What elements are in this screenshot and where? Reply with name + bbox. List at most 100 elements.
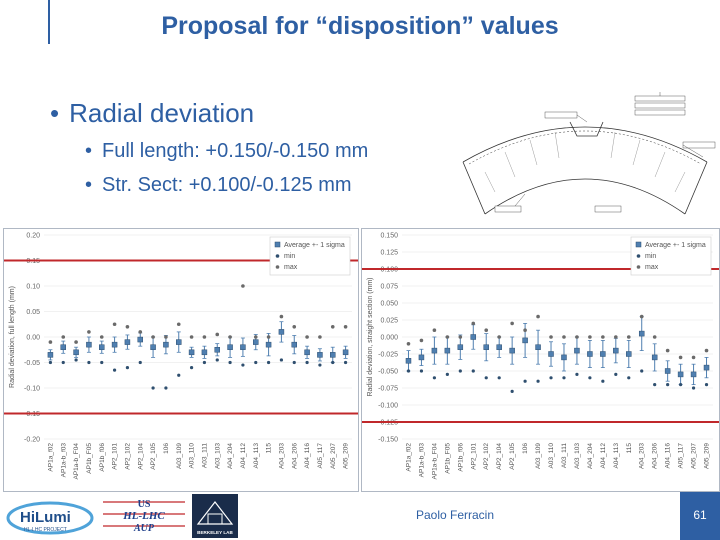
us-logo-line3: AUP — [133, 523, 155, 534]
average-marker — [47, 352, 54, 358]
average-marker — [651, 354, 658, 361]
title-accent-line — [48, 0, 50, 44]
x-tick-label: AP1a-b_F04 — [431, 443, 438, 480]
us-logo-line1: US — [138, 499, 151, 510]
slide-title: Proposal for “disposition” values — [161, 12, 559, 40]
average-marker — [124, 339, 131, 345]
max-marker — [458, 335, 463, 339]
x-tick-label: AP2_104 — [496, 443, 503, 470]
x-tick-label: A05_117 — [678, 443, 685, 469]
min-marker — [138, 360, 142, 365]
average-marker — [496, 344, 502, 350]
legend-average-symbol — [635, 241, 642, 248]
min-marker — [343, 360, 348, 365]
average-marker — [111, 341, 118, 348]
x-tick-label: AP1a-b_f03 — [60, 443, 67, 478]
min-marker — [228, 360, 232, 365]
x-tick-label: AP1b_f06 — [457, 443, 464, 472]
x-tick-label: AP1b_F05 — [86, 443, 93, 474]
average-marker — [265, 341, 272, 348]
average-marker — [613, 347, 619, 354]
legend-max-symbol — [275, 265, 280, 269]
x-tick-label: A04_112 — [600, 443, 607, 469]
y-tick-label: 0.150 — [380, 233, 398, 240]
max-marker — [61, 335, 66, 339]
legend-entry: max — [284, 264, 298, 271]
max-marker — [678, 355, 683, 360]
max-marker — [112, 322, 117, 327]
min-marker — [536, 379, 540, 383]
min-marker — [279, 358, 284, 362]
min-marker — [254, 360, 258, 365]
min-marker — [640, 369, 644, 373]
average-marker — [278, 329, 285, 335]
min-marker — [61, 360, 65, 365]
max-marker — [215, 332, 220, 337]
bullet-main-text: Radial deviation — [69, 98, 255, 128]
y-tick-label: -0.075 — [378, 386, 398, 393]
x-tick-label: A04_204 — [227, 443, 234, 469]
average-marker — [163, 341, 169, 348]
bullet-dot-icon: • — [50, 98, 60, 128]
max-marker — [419, 338, 424, 343]
chart-straight-section: 0.1500.1250.1000.0750.0500.0250.000-0.02… — [361, 228, 720, 492]
average-marker — [150, 344, 156, 350]
average-marker — [60, 344, 66, 350]
hilumi-logo-subtext: HL-LHC PROJECT — [24, 527, 67, 533]
average-marker — [253, 339, 259, 345]
legend-entry: min — [284, 253, 295, 260]
average-marker — [600, 351, 606, 357]
x-tick-label: AP1b_f06 — [99, 443, 106, 472]
y-tick-label: 0.050 — [380, 301, 398, 308]
hilumi-logo: HiLumi HL-LHC PROJECT — [6, 501, 94, 535]
average-marker — [291, 341, 297, 348]
x-tick-label: A04_116 — [665, 443, 672, 469]
x-tick-label: 115 — [626, 443, 633, 454]
y-tick-label: -0.150 — [378, 437, 398, 444]
average-marker — [535, 344, 541, 350]
average-marker — [405, 358, 412, 364]
min-marker — [666, 383, 670, 387]
max-marker — [343, 325, 348, 329]
min-marker — [691, 386, 696, 390]
berkeley-lab-logo: BERKELEY LAB — [192, 494, 238, 538]
y-tick-label: -0.025 — [378, 352, 398, 359]
chart-full-length: 0.200.150.100.050.00-0.05-0.10-0.15-0.20… — [3, 228, 359, 492]
x-tick-label: 106 — [163, 443, 170, 454]
legend-max-symbol — [636, 265, 641, 269]
min-marker — [331, 360, 335, 365]
average-marker — [227, 344, 233, 350]
max-marker — [406, 342, 411, 346]
legend-box — [269, 236, 351, 276]
y-tick-label: 0.000 — [380, 335, 398, 342]
berkeley-lab-logo-text: BERKELEY LAB — [197, 530, 233, 535]
max-marker — [549, 335, 553, 339]
min-marker — [471, 369, 475, 373]
min-marker — [484, 376, 488, 380]
average-marker — [304, 349, 310, 356]
y-tick-label: 0.05 — [26, 309, 40, 316]
x-tick-label: A05_207 — [691, 443, 698, 469]
x-tick-label: A05_207 — [330, 443, 337, 469]
footer-author: Paolo Ferracin — [415, 508, 495, 522]
min-marker — [679, 383, 683, 387]
average-marker — [137, 336, 143, 343]
average-marker — [548, 351, 554, 357]
x-tick-label: A04_206 — [291, 443, 298, 469]
max-marker — [510, 321, 514, 326]
min-marker — [87, 360, 91, 365]
min-marker — [74, 358, 78, 362]
average-marker — [317, 352, 323, 358]
x-tick-label: AP2_101 — [112, 443, 119, 470]
average-marker — [444, 347, 451, 354]
average-marker — [201, 349, 208, 356]
min-marker — [177, 373, 181, 377]
max-marker — [445, 335, 450, 339]
min-marker — [202, 360, 207, 365]
min-marker — [549, 376, 553, 380]
min-marker — [266, 360, 271, 365]
bullet-dot-icon: • — [85, 174, 93, 196]
x-tick-label: AP2_105 — [150, 443, 157, 470]
average-marker — [73, 349, 79, 356]
bullet-main: • Radial deviation — [50, 98, 254, 129]
